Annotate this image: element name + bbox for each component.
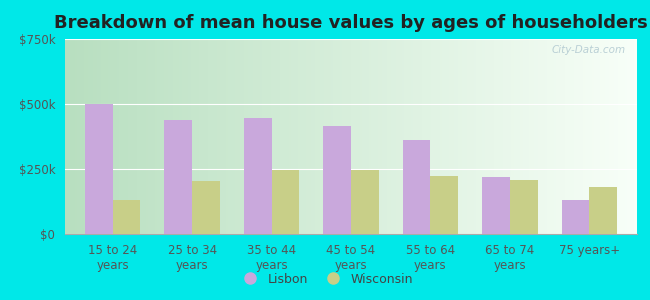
- Bar: [482, 177, 510, 234]
- Bar: [323, 126, 351, 234]
- Bar: [272, 170, 300, 234]
- Text: City-Data.com: City-Data.com: [551, 45, 625, 55]
- Bar: [85, 104, 112, 234]
- Bar: [510, 180, 538, 234]
- Bar: [244, 118, 272, 234]
- Bar: [112, 200, 140, 234]
- Title: Breakdown of mean house values by ages of householders: Breakdown of mean house values by ages o…: [54, 14, 648, 32]
- Bar: [430, 176, 458, 234]
- Bar: [192, 181, 220, 234]
- Bar: [590, 187, 617, 234]
- Bar: [402, 140, 430, 234]
- Legend: Lisbon, Wisconsin: Lisbon, Wisconsin: [232, 268, 418, 291]
- Bar: [164, 120, 192, 234]
- Bar: [351, 169, 379, 234]
- Bar: [562, 200, 590, 234]
